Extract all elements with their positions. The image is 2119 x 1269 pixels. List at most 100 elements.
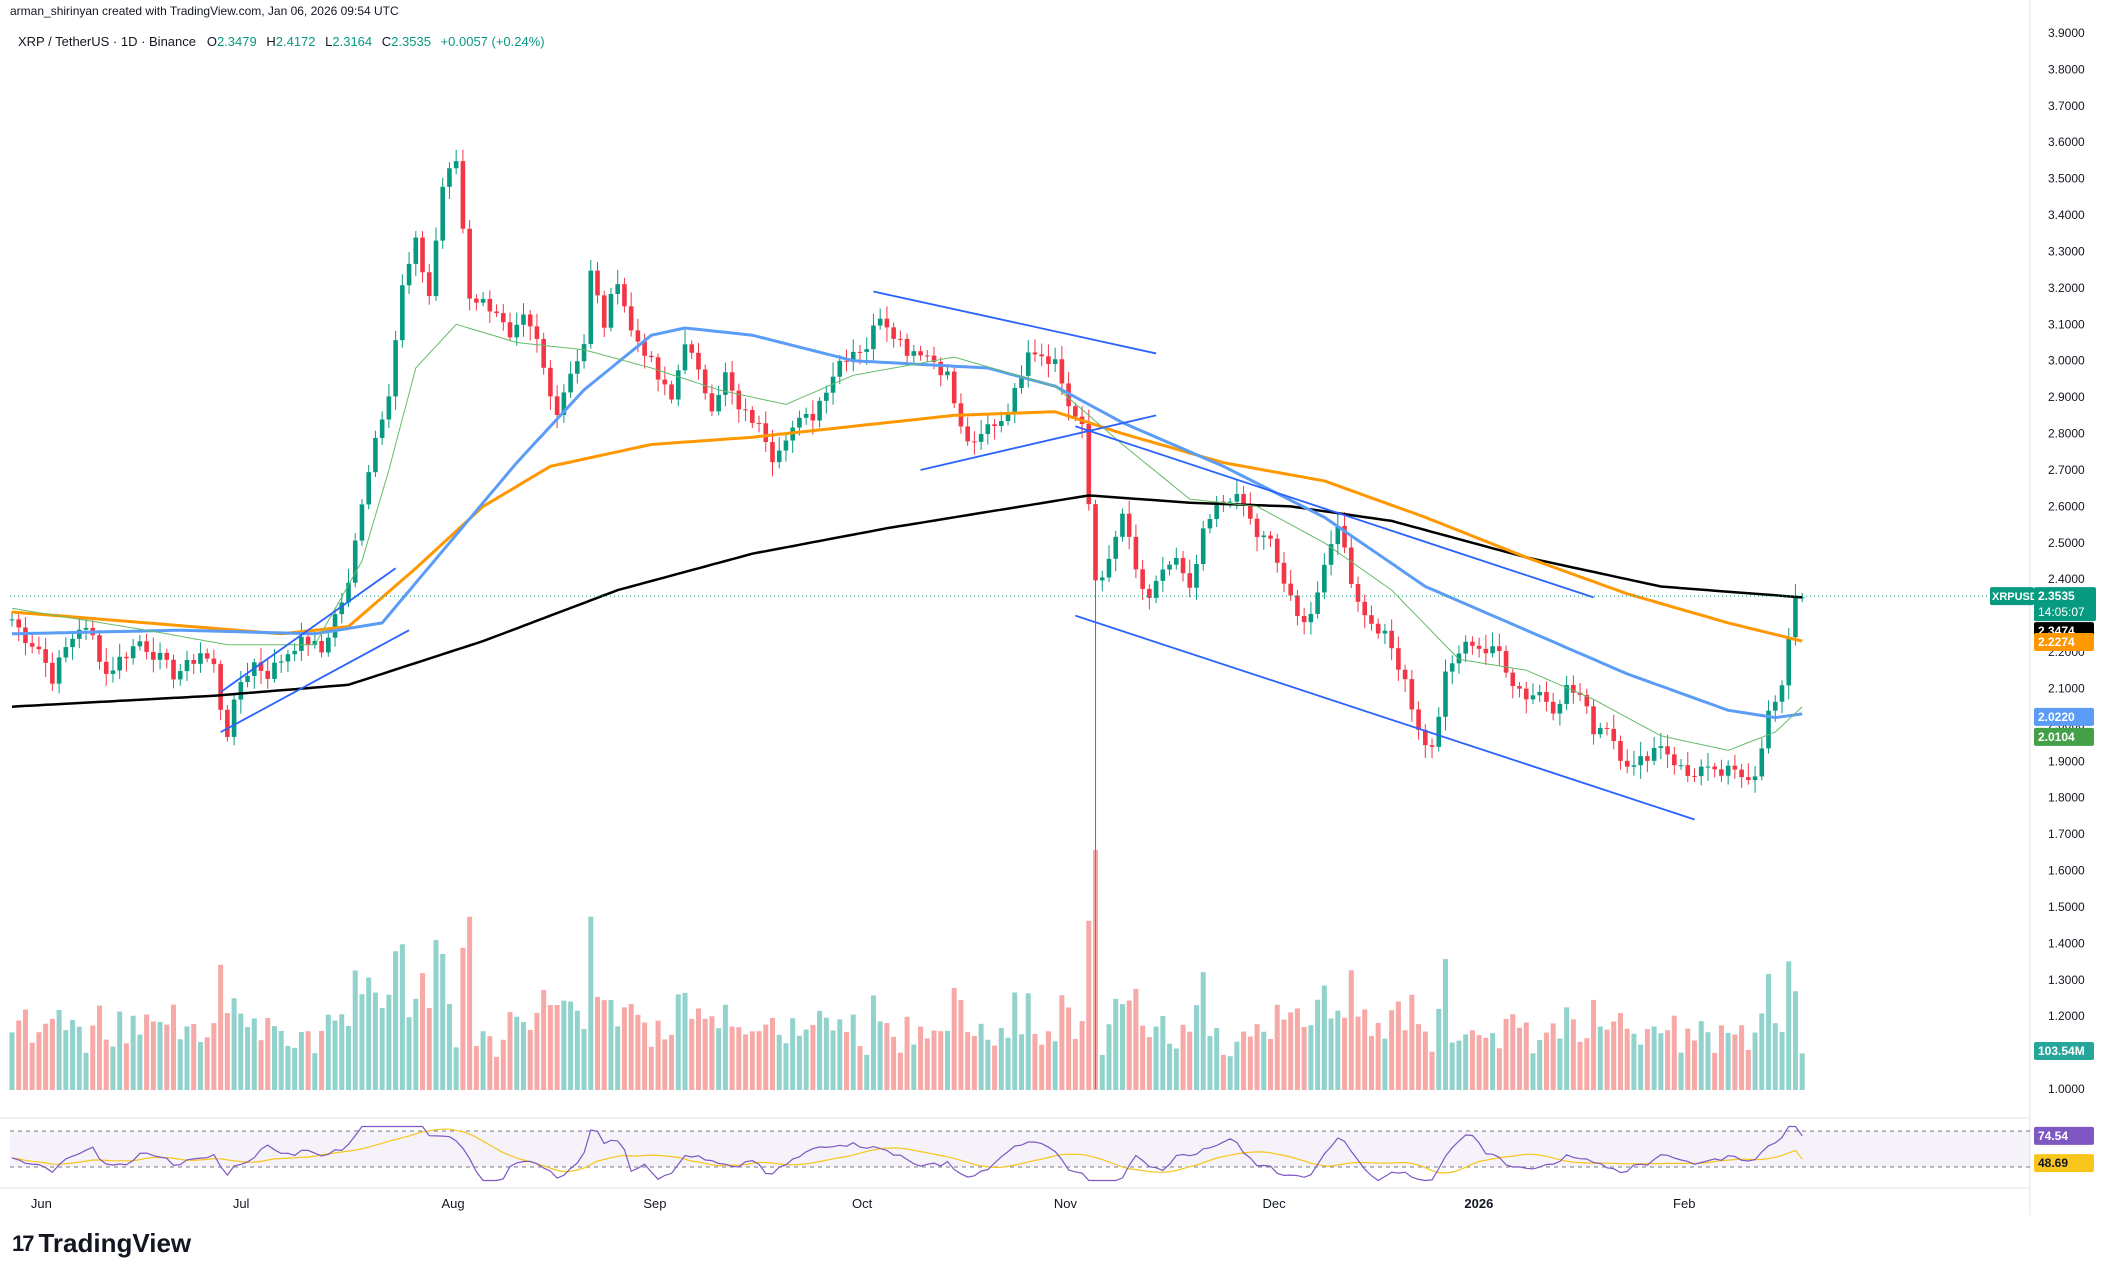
candle-body	[1678, 765, 1684, 767]
y-tick-label: 3.7000	[2048, 99, 2085, 113]
candle-body	[1544, 691, 1549, 702]
candle-body	[211, 658, 217, 665]
candle-body	[1153, 580, 1159, 598]
volume-bar	[844, 1031, 850, 1090]
volume-bar	[830, 1030, 836, 1090]
volume-bar	[150, 1021, 156, 1090]
candle-body	[1416, 709, 1421, 730]
candle-body	[1227, 501, 1233, 503]
candle-body	[1604, 728, 1610, 730]
volume-bar	[635, 1014, 641, 1090]
symbol-name: XRP / TetherUS · 1D · Binance	[18, 34, 196, 49]
ohlc-close: 2.3535	[391, 34, 431, 49]
candle-body	[548, 367, 553, 397]
rsi-value-bg	[2034, 1126, 2094, 1145]
candle-body	[56, 657, 62, 684]
candle-body	[1281, 562, 1287, 584]
volume-bar	[399, 944, 405, 1090]
candle-body	[36, 646, 42, 650]
volume-bar	[1442, 959, 1448, 1090]
candle-body	[157, 652, 163, 660]
volume-bar	[386, 994, 392, 1090]
candle-body	[898, 338, 903, 340]
volume-bar	[514, 1016, 520, 1090]
candle-body	[426, 272, 432, 297]
volume-bar	[49, 1018, 55, 1090]
volume-bar	[1537, 1040, 1543, 1090]
candle-body	[729, 372, 735, 391]
candle-body	[339, 602, 345, 615]
y-tick-label: 3.0000	[2048, 354, 2085, 368]
candle-body	[756, 422, 762, 424]
candle-body	[1328, 544, 1334, 565]
x-tick-label: 2026	[1464, 1196, 1493, 1211]
volume-bar	[1456, 1040, 1462, 1090]
volume-bar	[931, 1030, 937, 1090]
y-tick-label: 3.1000	[2048, 317, 2085, 331]
candle-body	[1113, 536, 1119, 559]
rsi-ma-value-bg	[2034, 1154, 2094, 1173]
volume-bar	[911, 1044, 917, 1090]
last-price-badge: 2.3535	[2038, 589, 2075, 603]
candle-body	[675, 370, 681, 400]
candle-body	[1348, 547, 1354, 585]
volume-bar	[339, 1014, 345, 1090]
volume-bar	[1517, 1027, 1523, 1090]
volume-bar	[1638, 1044, 1644, 1090]
candle-body	[319, 640, 324, 653]
candle-body	[1254, 518, 1260, 538]
candle-body	[292, 650, 297, 655]
candle-body	[1248, 505, 1253, 519]
candle-body	[1025, 352, 1031, 376]
candle-body	[1564, 684, 1569, 704]
candle-body	[1739, 769, 1744, 778]
candle-body	[877, 318, 883, 326]
volume-bar	[130, 1015, 136, 1090]
candle-body	[1214, 501, 1219, 519]
candle-body	[999, 421, 1004, 427]
volume-bar	[729, 1026, 735, 1090]
volume-bar	[96, 1005, 102, 1090]
trendline	[873, 290, 1157, 355]
volume-bar	[985, 1039, 991, 1090]
candle-body	[810, 413, 816, 421]
volume-bar	[1079, 1020, 1085, 1090]
volume-bar	[1597, 1026, 1603, 1090]
volume-bar	[1557, 1038, 1563, 1090]
candle-body	[1651, 747, 1657, 761]
candle-body	[50, 662, 55, 684]
volume-bar	[305, 1031, 311, 1090]
candle-body	[1597, 728, 1603, 735]
volume-bar	[527, 1029, 533, 1090]
y-tick-label: 1.7000	[2048, 827, 2085, 841]
volume-bar	[1086, 920, 1092, 1090]
volume-bar	[467, 916, 473, 1090]
y-tick-label: 3.2000	[2048, 281, 2085, 295]
volume-bar	[1705, 1032, 1711, 1090]
volume-bar	[1375, 1022, 1381, 1090]
volume-bar	[1072, 1038, 1078, 1090]
volume-bar	[1355, 1016, 1361, 1090]
ohlc-change: +0.0057 (+0.24%)	[440, 34, 545, 49]
volume-bar	[675, 994, 681, 1090]
volume-bar	[763, 1024, 769, 1090]
volume-bar	[500, 1039, 506, 1090]
y-tick-label: 1.3000	[2048, 973, 2085, 987]
candle-body	[575, 361, 580, 374]
candle-body	[1584, 694, 1590, 707]
volume-bar	[1281, 1019, 1287, 1090]
candle-body	[837, 360, 843, 377]
volume-bar	[16, 1020, 22, 1090]
volume-bar	[642, 1022, 648, 1090]
volume-bar	[224, 1013, 230, 1090]
tradingview-brand[interactable]: 17 TradingView	[12, 1228, 191, 1259]
candle-body	[1766, 710, 1771, 749]
candle-body	[1315, 592, 1320, 614]
volume-bar	[1119, 1004, 1125, 1090]
volume-bar	[1348, 970, 1354, 1090]
candle-body	[198, 653, 203, 664]
candle-body	[63, 647, 69, 658]
volume-bar	[1402, 1030, 1408, 1090]
volume-bar	[90, 1025, 96, 1090]
